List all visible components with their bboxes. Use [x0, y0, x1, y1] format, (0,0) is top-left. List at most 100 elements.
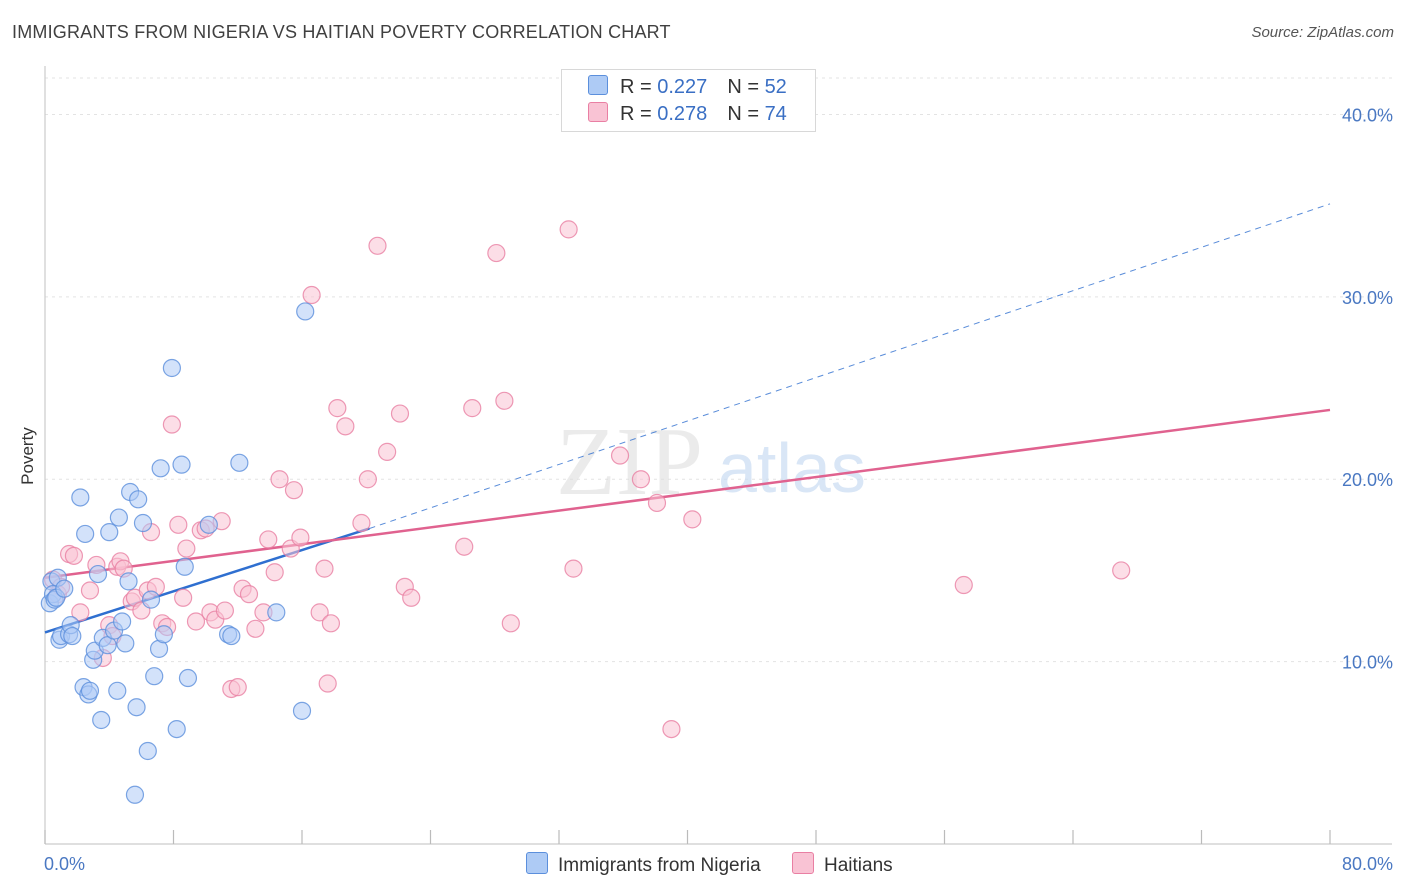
trend-lines: [44, 203, 1331, 634]
point-haitians: [265, 563, 284, 582]
point-haitians: [71, 603, 90, 622]
trend-line-haitians: [44, 408, 1331, 579]
series-legend: Immigrants from Nigeria Haitians: [526, 852, 919, 877]
x-tick-labels: 0.0% 80.0%: [44, 854, 1393, 874]
y-tick-labels: 10.0% 20.0% 30.0% 40.0%: [1342, 105, 1393, 672]
point-nigeria: [129, 490, 148, 509]
watermark: ZIP atlas: [556, 408, 866, 516]
point-haitians: [328, 399, 347, 418]
point-nigeria: [151, 459, 170, 478]
legend-swatch-nigeria: [526, 852, 548, 874]
legend-swatch-haitians: [588, 102, 608, 122]
point-nigeria: [108, 681, 127, 700]
legend-n-label: N =: [727, 76, 765, 98]
legend-label-nigeria: Immigrants from Nigeria: [558, 855, 761, 876]
point-haitians: [631, 470, 651, 489]
point-nigeria: [63, 626, 82, 646]
legend-swatch-nigeria: [588, 75, 608, 95]
point-haitians: [310, 603, 329, 622]
point-nigeria: [230, 453, 249, 472]
point-haitians: [315, 559, 334, 578]
point-nigeria: [178, 668, 198, 688]
trend-line-nigeria-extension: [369, 203, 1331, 529]
watermark-atlas: atlas: [718, 429, 866, 507]
point-haitians: [186, 612, 206, 631]
x-tick-label-min: 0.0%: [44, 854, 85, 874]
x-tick-label-max: 80.0%: [1342, 854, 1393, 874]
point-nigeria: [71, 488, 90, 507]
point-nigeria: [167, 719, 186, 739]
point-nigeria: [92, 710, 111, 730]
legend-n-value: 52: [764, 76, 787, 98]
point-haitians: [402, 588, 421, 607]
point-nigeria: [145, 667, 164, 686]
legend-row-nigeria: R = 0.227 N = 52: [588, 75, 787, 99]
point-haitians: [683, 510, 702, 529]
point-haitians: [318, 674, 337, 693]
legend-n-label: N =: [727, 103, 765, 125]
point-nigeria: [175, 557, 194, 576]
legend-item-nigeria[interactable]: Immigrants from Nigeria: [526, 852, 761, 877]
legend-label-haitians: Haitians: [824, 855, 893, 876]
chart-title: IMMIGRANTS FROM NIGERIA VS HAITIAN POVER…: [12, 22, 671, 42]
point-nigeria: [138, 741, 157, 761]
point-haitians: [358, 470, 377, 489]
legend-row-haitians: R = 0.278 N = 74: [588, 102, 787, 126]
stats-legend: R = 0.227 N = 52 R = 0.278 N = 74: [561, 69, 816, 132]
point-haitians: [455, 537, 474, 556]
point-haitians: [174, 588, 193, 607]
point-haitians: [378, 442, 397, 461]
point-haitians: [487, 243, 506, 263]
legend-n-value: 74: [764, 103, 787, 125]
point-nigeria: [292, 701, 312, 720]
point-haitians: [270, 470, 289, 489]
point-nigeria: [109, 508, 128, 527]
point-haitians: [302, 285, 321, 305]
point-haitians: [259, 530, 278, 549]
legend-r-label: R =: [620, 76, 658, 98]
y-tick-label: 40.0%: [1342, 105, 1393, 125]
point-nigeria: [127, 698, 146, 717]
point-haitians: [662, 719, 681, 739]
point-haitians: [162, 415, 181, 434]
y-tick-label: 30.0%: [1342, 288, 1393, 308]
legend-r-label: R =: [620, 103, 658, 125]
axes: [44, 66, 1392, 845]
point-nigeria: [125, 785, 145, 804]
point-haitians: [647, 493, 667, 513]
trend-line-nigeria: [44, 527, 370, 634]
point-haitians: [246, 619, 265, 638]
point-nigeria: [119, 572, 138, 591]
legend-swatch-haitians: [792, 852, 814, 874]
point-haitians: [368, 236, 387, 255]
point-haitians: [352, 513, 371, 533]
grid-lines: [45, 77, 1392, 663]
point-nigeria: [222, 626, 241, 646]
point-haitians: [239, 585, 259, 604]
point-nigeria: [112, 612, 132, 631]
legend-item-haitians[interactable]: Haitians: [792, 852, 893, 877]
point-nigeria: [76, 524, 95, 544]
legend-r-value: 0.227: [657, 76, 708, 98]
point-haitians: [610, 446, 630, 465]
point-nigeria: [100, 523, 119, 542]
point-haitians: [291, 528, 310, 547]
watermark-zip: ZIP: [556, 408, 703, 516]
point-haitians: [284, 481, 304, 500]
point-nigeria: [267, 603, 286, 622]
point-haitians: [177, 539, 196, 558]
point-haitians: [495, 391, 514, 410]
y-tick-label: 20.0%: [1342, 470, 1393, 490]
point-nigeria: [172, 455, 191, 474]
point-nigeria: [141, 590, 161, 609]
point-nigeria: [88, 564, 108, 584]
point-nigeria: [296, 302, 315, 321]
point-haitians: [501, 614, 520, 633]
data-points: [40, 220, 1131, 804]
point-haitians: [559, 220, 578, 239]
point-haitians: [215, 601, 234, 620]
point-nigeria: [116, 634, 135, 653]
point-nigeria: [133, 513, 153, 533]
point-haitians: [169, 515, 188, 534]
